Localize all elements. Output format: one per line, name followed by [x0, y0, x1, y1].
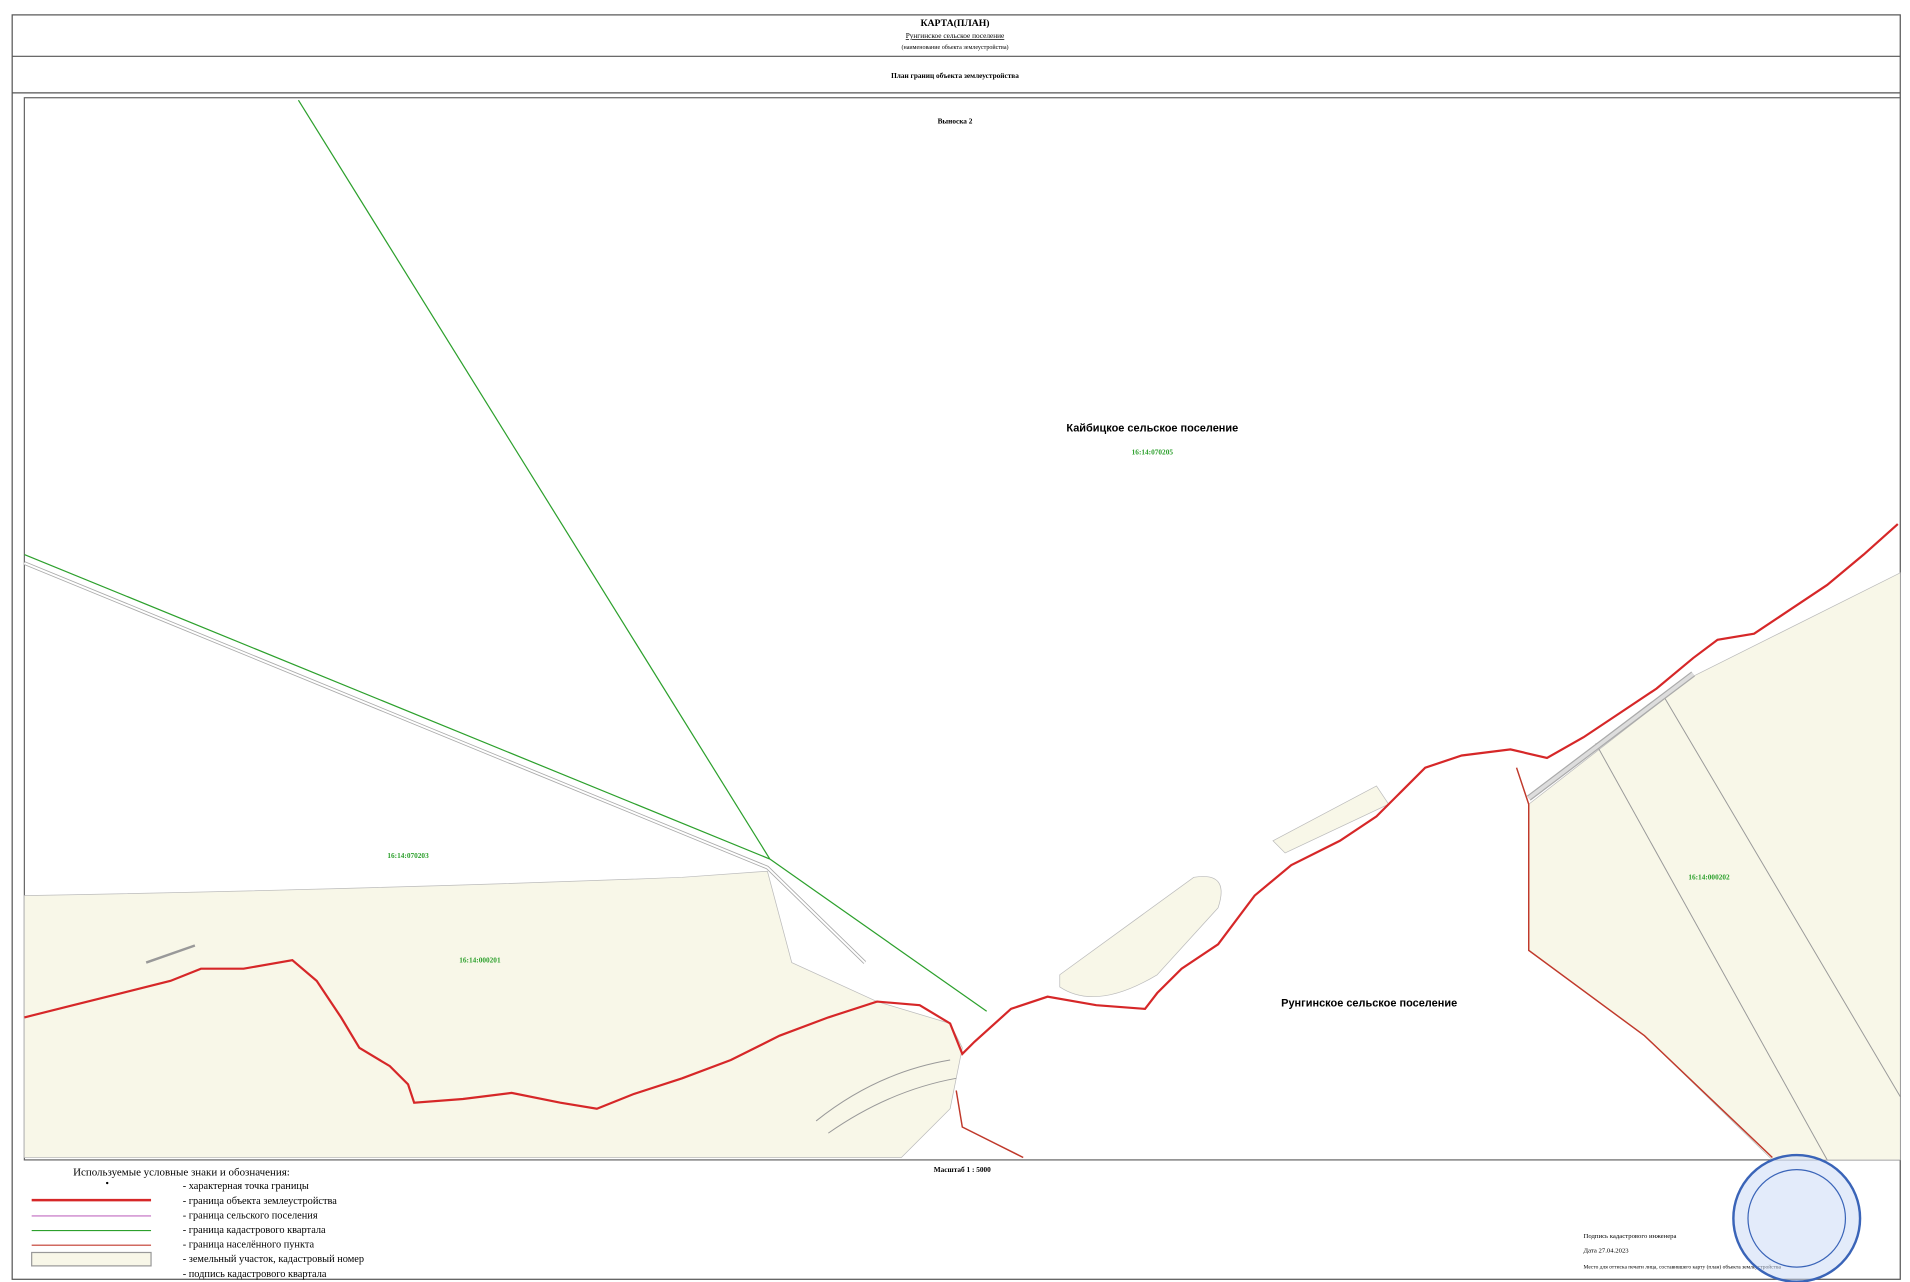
legend-item: - граница кадастрового квартала	[183, 1225, 326, 1236]
quarter-label: 16:14:070203	[387, 851, 429, 860]
legend-item: - подпись кадастрового квартала	[183, 1269, 327, 1280]
object-name: Рунгинское сельское поселение	[906, 31, 1005, 40]
quarter-label: 16:14:000201	[459, 956, 501, 965]
stamp	[1733, 1155, 1860, 1282]
quarter-label: 16:14:070205	[1132, 448, 1174, 457]
signature: Подпись кадастрового инженера	[1584, 1233, 1677, 1240]
plan-title: План границ объекта землеустройства	[891, 71, 1019, 80]
scale: Масштаб 1 : 5000	[934, 1165, 991, 1174]
map-sheet: КАРТА(ПЛАН) Рунгинское сельское поселени…	[0, 0, 1910, 1282]
settlement-label: Рунгинское сельское поселение	[1281, 997, 1457, 1009]
settlement-label: Кайбицкое сельское поселение	[1066, 422, 1238, 434]
legend-title: Используемые условные знаки и обозначени…	[73, 1167, 290, 1179]
quarter-label: 16:14:000202	[1688, 873, 1730, 882]
legend-symbol	[106, 1182, 108, 1184]
date: Дата 27.04.2023	[1584, 1247, 1630, 1254]
legend-item: - характерная точка границы	[183, 1181, 309, 1192]
callout: Выноска 2	[938, 116, 973, 125]
legend-item: - граница населённого пункта	[183, 1240, 315, 1251]
object-caption: (наименование объекта землеустройства)	[901, 44, 1008, 51]
map: Выноска 2 Кайбицкое сельское поселение 1…	[24, 98, 1900, 1160]
legend-symbol	[32, 1252, 151, 1265]
legend-item: - граница объекта землеустройства	[183, 1196, 338, 1207]
title: КАРТА(ПЛАН)	[920, 18, 989, 29]
legend-item: - граница сельского поселения	[183, 1210, 318, 1221]
legend-item: - земельный участок, кадастровый номер	[183, 1254, 364, 1265]
